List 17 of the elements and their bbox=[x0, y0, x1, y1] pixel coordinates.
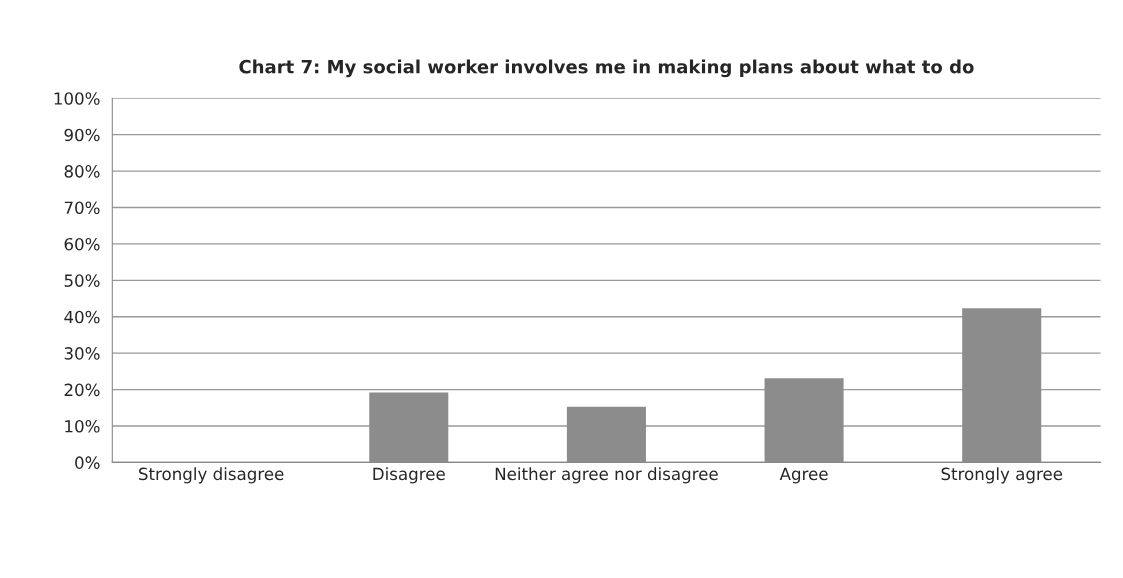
y-tick-label: 50% bbox=[64, 274, 100, 287]
x-tick-label: Strongly agree bbox=[941, 467, 1063, 484]
x-tick-label: Disagree bbox=[373, 467, 445, 484]
y-tick-label: 0% bbox=[75, 456, 100, 469]
x-tick-label: Neither agree nor disagree bbox=[495, 467, 718, 484]
y-tick-label: 20% bbox=[64, 383, 100, 397]
y-tick-label: 60% bbox=[64, 237, 100, 251]
y-tick-label: 70% bbox=[64, 201, 100, 215]
y-tick-label: 100% bbox=[54, 92, 100, 105]
y-tick-label: 10% bbox=[65, 419, 100, 433]
chart-title: Chart 7: My social worker involves me in making plans about what to do bbox=[239, 59, 974, 78]
x-tick-label: Agree bbox=[779, 467, 828, 484]
y-tick-label: 30% bbox=[64, 347, 100, 360]
x-tick-label: Strongly disagree bbox=[139, 467, 284, 484]
y-tick-label: 90% bbox=[64, 128, 100, 142]
y-tick-label: 40% bbox=[64, 310, 100, 324]
y-tick-label: 80% bbox=[64, 165, 100, 178]
